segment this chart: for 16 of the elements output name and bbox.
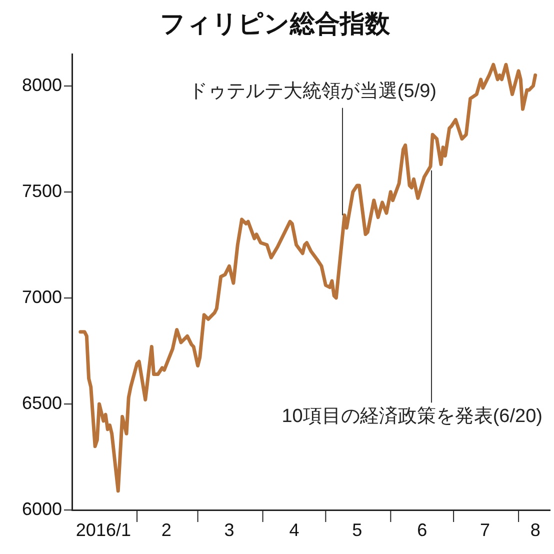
y-tick-label: 6000 — [22, 498, 62, 519]
y-tick-label: 7000 — [22, 286, 62, 307]
chart-title: フィリピン総合指数 — [160, 10, 391, 38]
x-tick-label: 2 — [161, 520, 172, 540]
x-tick-label: 3 — [224, 520, 234, 540]
x-tick-label: 2016/1 — [76, 520, 131, 540]
y-tick-label: 8000 — [22, 74, 62, 95]
x-tick-label: 4 — [289, 520, 300, 540]
y-tick-label: 7500 — [22, 180, 62, 201]
annotation: 10項目の経済政策を発表(6/20) — [282, 404, 542, 427]
x-tick-label: 7 — [480, 520, 490, 540]
x-tick-label: 5 — [352, 520, 362, 540]
x-tick-label: 8 — [530, 520, 540, 540]
x-tick-label: 6 — [417, 520, 428, 540]
y-tick-label: 6500 — [22, 392, 62, 413]
annotation: ドゥテルテ大統領が当選(5/9) — [188, 81, 436, 102]
